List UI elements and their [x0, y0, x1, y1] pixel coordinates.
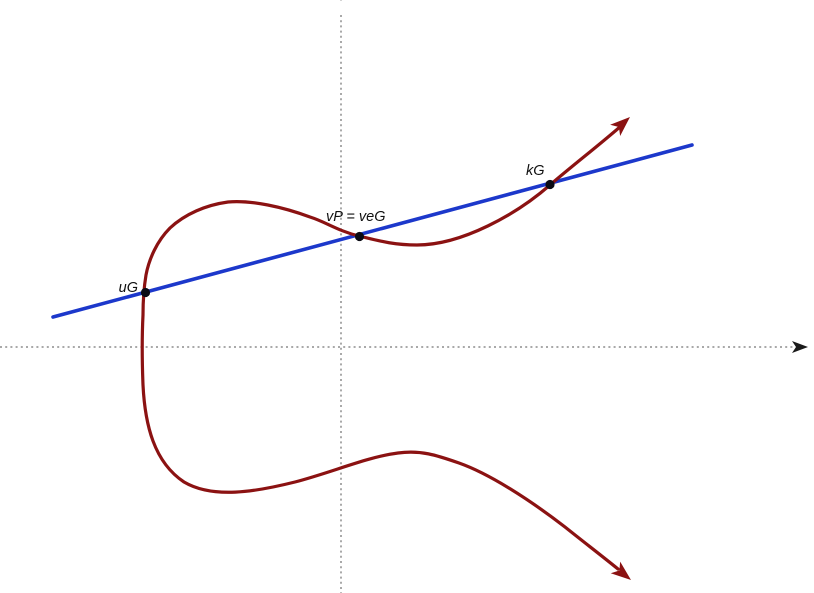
label-kG: kG	[526, 163, 545, 179]
curve-arrow-lower-icon	[610, 561, 631, 580]
elliptic-curve	[140, 124, 623, 571]
curve-arrow-upper-icon	[610, 117, 630, 136]
x-axis-arrow-icon	[792, 341, 808, 353]
point-vP	[354, 231, 365, 242]
label-uG: uG	[119, 280, 138, 296]
point-kG	[545, 179, 555, 190]
y-axis-arrow-icon	[335, 0, 347, 1]
point-uG	[140, 287, 151, 298]
secant-line	[51, 143, 694, 319]
label-vP: vP = veG	[326, 209, 386, 225]
